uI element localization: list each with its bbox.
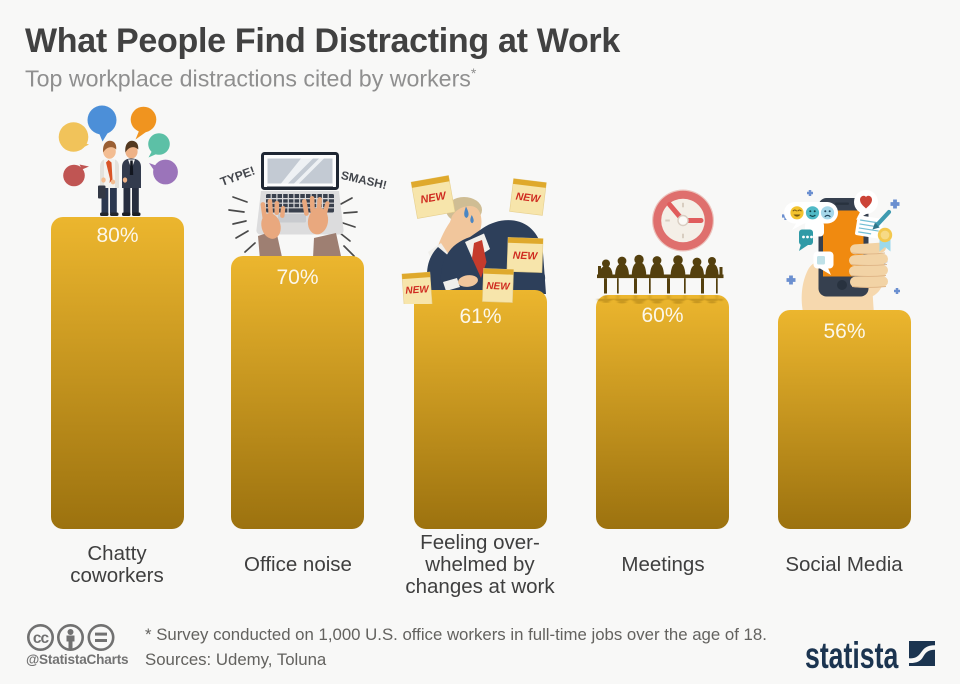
svg-text:NEW: NEW [486,281,511,293]
svg-text:TYPE!: TYPE! [218,164,257,189]
svg-text:NEW: NEW [405,284,431,297]
svg-text:cc: cc [33,630,50,647]
svg-text:SMASH!: SMASH! [340,168,388,192]
svg-text:NEW: NEW [515,191,542,206]
svg-text:NEW: NEW [513,250,539,263]
svg-text:NEW: NEW [420,190,449,207]
